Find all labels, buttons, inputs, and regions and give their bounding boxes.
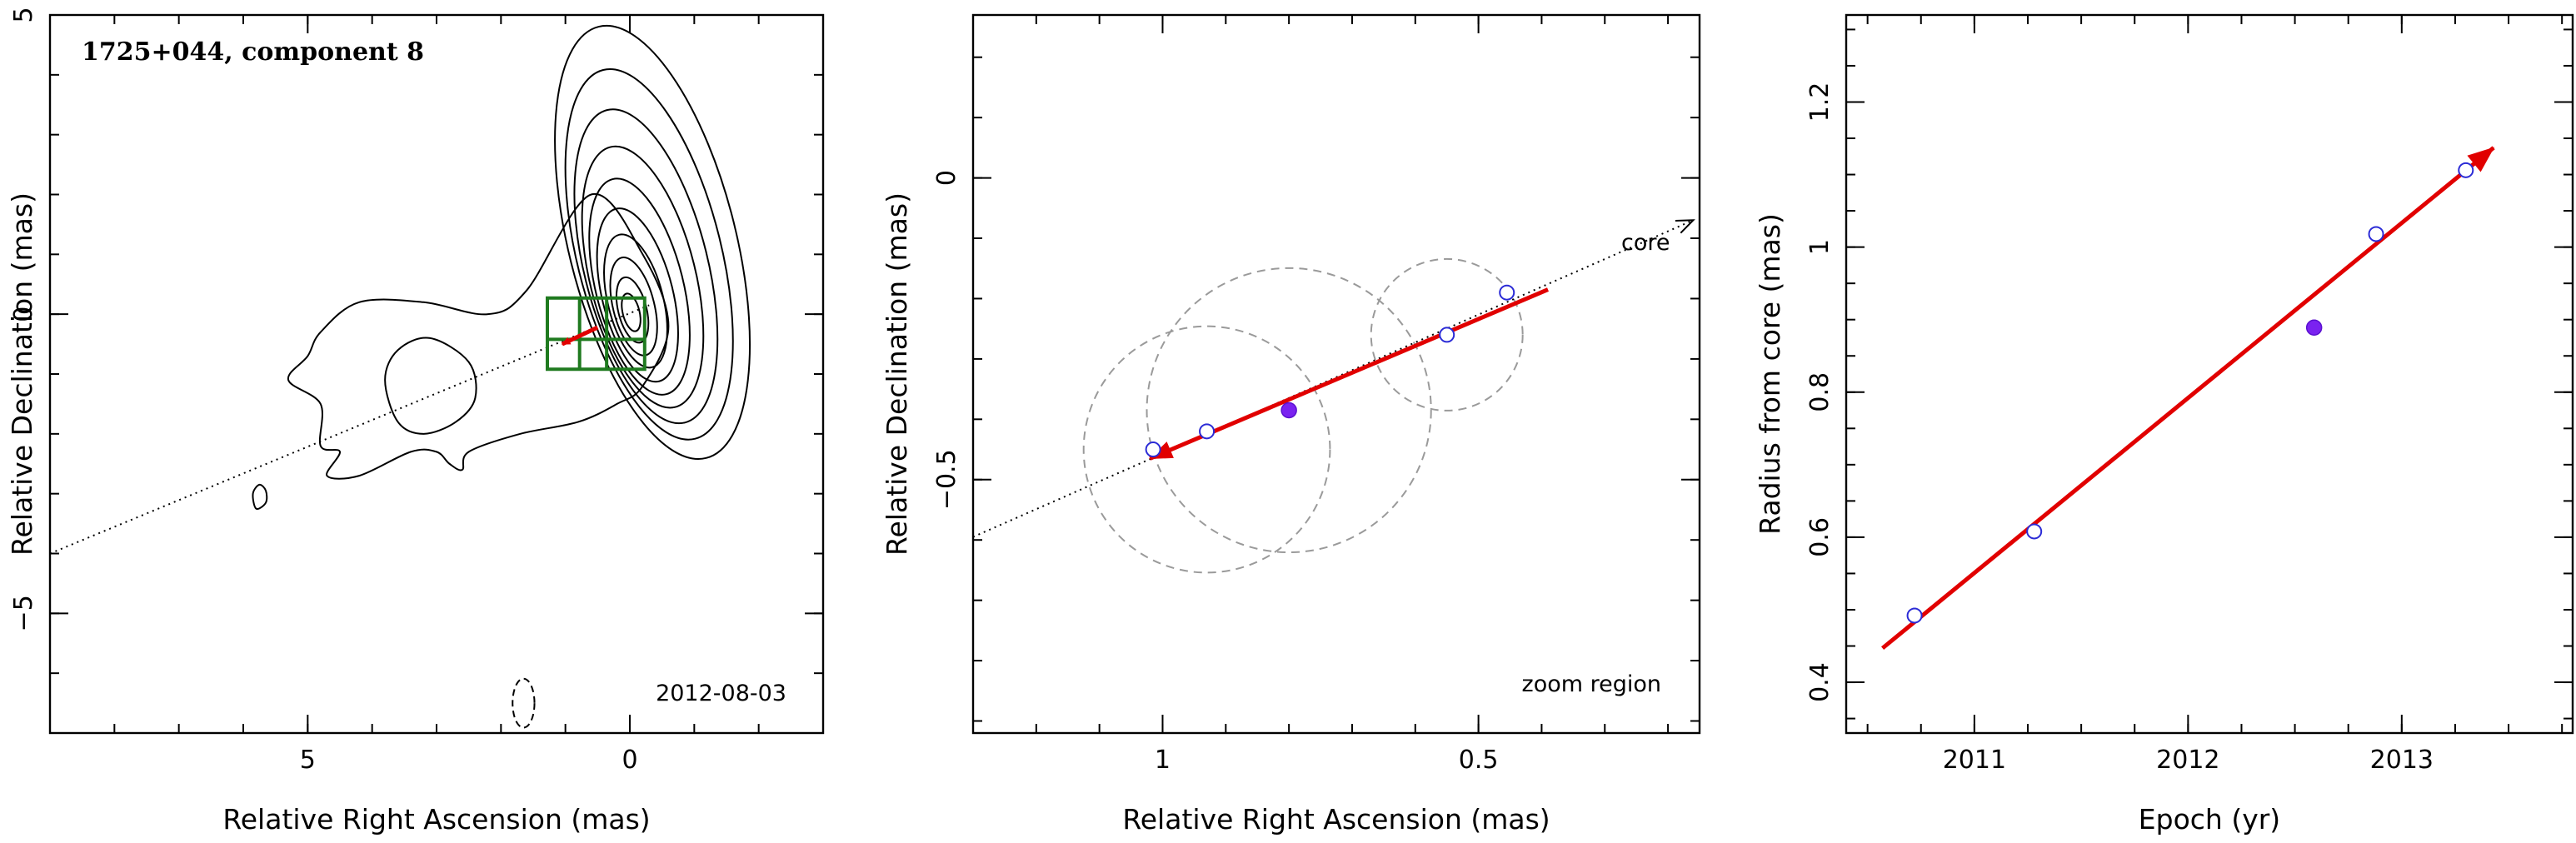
component-position [1199, 423, 1216, 440]
component-position [1499, 284, 1515, 301]
component-position [1145, 441, 1161, 458]
radius-ytick-label: 1.2 [1805, 82, 1835, 122]
radius-point-current [2305, 319, 2323, 337]
jet-contour-outer [287, 192, 670, 480]
core-contour [621, 292, 642, 332]
jet-axis-line [50, 304, 650, 555]
radius-frame [1845, 13, 2574, 735]
zoom-ticks: 1 0.5 0 −0.5 [932, 15, 1700, 775]
trend-arrow [1149, 287, 1549, 461]
map-ticks: 5 0 5 0 −5 [9, 7, 824, 775]
zoom-panel: 1 0.5 0 −0.5 zoom region core Relative Righ… [881, 13, 1701, 836]
core-contour [564, 67, 734, 441]
radius-ytick-label: 1 [1805, 239, 1835, 255]
core-contour [554, 24, 751, 460]
radius-trend-arrowhead [2467, 147, 2495, 172]
jet-contour-blob [252, 483, 268, 510]
radius-point [2458, 162, 2474, 178]
zoom-plot-area [973, 219, 1695, 574]
zoom-xtick-label: 1 [1155, 746, 1171, 775]
map-frame [48, 13, 825, 735]
zoom-ytick-label: −0.5 [932, 449, 961, 510]
fit-circle [1370, 257, 1524, 412]
map-trend-arrowhead [561, 337, 572, 345]
core-contour [609, 256, 658, 357]
radius-ylabel: Radius from core (mas) [1754, 213, 1786, 535]
radius-plot-area [1881, 146, 2495, 651]
map-ytick-label: −5 [9, 595, 38, 631]
radius-point [2368, 226, 2384, 242]
zoom-region-label: zoom region [1522, 671, 1661, 697]
fit-circle [1146, 267, 1432, 554]
core-label: core [1621, 230, 1670, 256]
zoom-ytick-label: 0 [932, 170, 961, 186]
component-position [1439, 327, 1455, 343]
radius-point [1906, 607, 1923, 624]
zoom-xlabel: Relative Right Ascension (mas) [1122, 803, 1550, 836]
radius-ytick-label: 0.8 [1805, 372, 1835, 412]
jet-contour-inner [384, 337, 477, 435]
zoom-ylabel: Relative Declination (mas) [881, 192, 913, 556]
map-panel: 5 050−5 1725+044, component 8 2012-08-03 … [6, 7, 825, 836]
fit-circle [1082, 325, 1331, 574]
core-contour [581, 145, 705, 409]
map-xtick-label: 0 [622, 746, 637, 775]
core-contour [573, 108, 719, 425]
radius-xtick-label: 2012 [2156, 746, 2219, 775]
radius-ytick-label: 0.4 [1805, 662, 1835, 702]
core-contour [596, 207, 679, 383]
radius-xlabel: Epoch (yr) [2139, 803, 2280, 836]
radius-panel: 2011 2012 2013 0.4 0.6 0.8 1 1.2 Epoch (yr) Rad… [1754, 13, 2574, 836]
radius-ytick-label: 0.6 [1805, 517, 1835, 557]
map-xlabel: Relative Right Ascension (mas) [222, 803, 650, 836]
zoom-xtick-label: 0.5 [1459, 746, 1499, 775]
core-direction-arrowhead [1675, 219, 1695, 234]
map-ytick-label: 5 [9, 7, 38, 22]
map-title: 1725+044, component 8 [82, 37, 424, 67]
component-position-current [1281, 402, 1297, 419]
radius-trend-arrow [1881, 146, 2495, 651]
radius-ticks: 2011 2012 2013 0.4 0.6 0.8 1 1.2 [1805, 15, 2573, 775]
map-overlay [50, 296, 650, 555]
zoom-frame [971, 13, 1701, 735]
restoring-beam [512, 677, 536, 729]
map-xtick-label: 5 [300, 746, 316, 775]
zoom-region-box [546, 296, 646, 372]
contour-map [252, 24, 751, 729]
radius-xtick-label: 2013 [2370, 746, 2434, 775]
radius-point [2026, 523, 2043, 540]
radius-xtick-label: 2011 [1943, 746, 2006, 775]
map-ylabel: Relative Declination (mas) [6, 192, 38, 556]
map-ytick-label: 0 [9, 307, 38, 322]
epoch-label: 2012-08-03 [656, 681, 786, 706]
